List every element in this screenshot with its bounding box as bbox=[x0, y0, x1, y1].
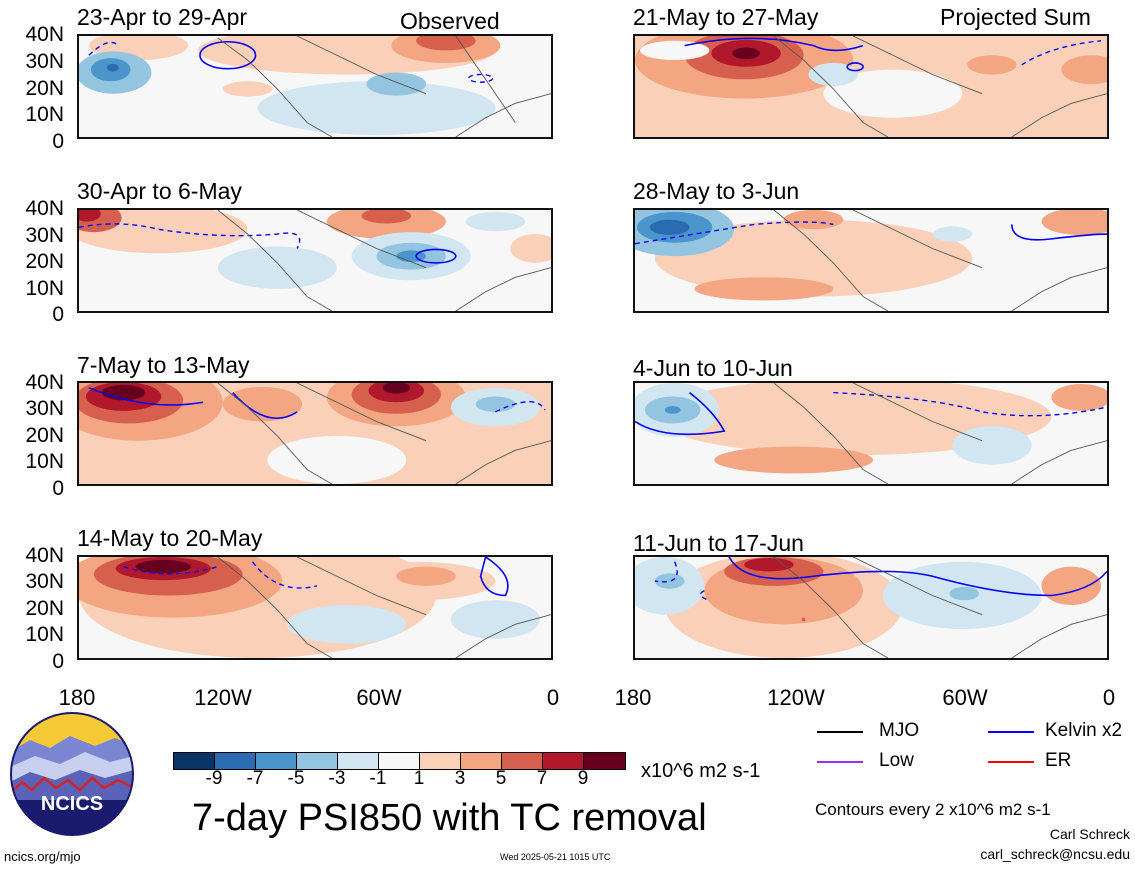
projected-sum-label: Projected Sum bbox=[940, 4, 1091, 30]
panel-title-2: 30-Apr to 6-May bbox=[77, 178, 242, 204]
panel-title-1: 23-Apr to 29-Apr bbox=[77, 4, 248, 30]
map-panel-observed-2 bbox=[77, 208, 553, 313]
colorbar-tick: 1 bbox=[413, 768, 425, 789]
lon-label: 60W bbox=[942, 685, 988, 710]
lat-label: 30N bbox=[25, 570, 64, 593]
colorbar-tick: 5 bbox=[495, 768, 507, 789]
author-email: carl_schreck@ncsu.edu bbox=[980, 846, 1130, 862]
lat-label: 30N bbox=[25, 224, 64, 247]
panel-title-5: 21-May to 27-May bbox=[633, 4, 819, 30]
author: Carl Schreck bbox=[1049, 826, 1130, 842]
lat-label: 30N bbox=[25, 397, 64, 420]
legend-line-low bbox=[817, 761, 863, 763]
colorbar-tick: -7 bbox=[246, 768, 264, 789]
lat-label: 10N bbox=[25, 103, 64, 126]
lat-label: 0 bbox=[52, 650, 64, 673]
panel-title-4: 14-May to 20-May bbox=[77, 525, 263, 551]
panel-title-3: 7-May to 13-May bbox=[77, 352, 250, 378]
legend-line-mjo bbox=[817, 731, 863, 733]
map-panel-projected-4 bbox=[633, 555, 1109, 660]
colorbar-tick: -1 bbox=[369, 768, 387, 789]
lat-label: 10N bbox=[25, 623, 64, 646]
lat-label: 20N bbox=[25, 424, 64, 447]
map-panel-observed-4 bbox=[77, 555, 553, 660]
lat-label: 10N bbox=[25, 277, 64, 300]
lon-label: 120W bbox=[767, 685, 825, 710]
lat-label: 40N bbox=[25, 544, 64, 567]
lon-label: 180 bbox=[614, 685, 652, 710]
colorbar-tick: -3 bbox=[328, 768, 346, 789]
colorbar-tick: 3 bbox=[454, 768, 466, 789]
lat-label: 30N bbox=[25, 50, 64, 73]
ncics-logo: NCICS bbox=[10, 712, 134, 836]
legend-line-er bbox=[988, 761, 1034, 763]
colorbar-tick: 9 bbox=[577, 768, 589, 789]
lon-label: 60W bbox=[356, 685, 402, 710]
contour-note: Contours every 2 x10^6 m2 s-1 bbox=[815, 800, 1051, 819]
panel-title-6: 28-May to 3-Jun bbox=[633, 178, 800, 204]
lat-label: 40N bbox=[25, 371, 64, 394]
colorbar-tick: -9 bbox=[205, 768, 223, 789]
figure-title: 7-day PSI850 with TC removal bbox=[192, 797, 707, 839]
source-url: ncics.org/mjo bbox=[4, 849, 81, 864]
colorbar-box bbox=[583, 752, 626, 770]
map-panel-observed-3 bbox=[77, 381, 553, 486]
panel-title-7: 4-Jun to 10-Jun bbox=[633, 355, 793, 381]
lat-label: 20N bbox=[25, 77, 64, 100]
logo-text: NCICS bbox=[41, 793, 103, 815]
lon-label: 0 bbox=[1102, 685, 1116, 710]
legend-label-er: ER bbox=[1045, 750, 1072, 771]
legend-label-mjo: MJO bbox=[879, 720, 920, 741]
lon-label: 180 bbox=[58, 685, 96, 710]
lat-label: 20N bbox=[25, 250, 64, 273]
lat-label: 40N bbox=[25, 197, 64, 220]
panel-title-8: 11-Jun to 17-Jun bbox=[633, 530, 804, 556]
colorbar-tick: 7 bbox=[536, 768, 548, 789]
lat-label: 0 bbox=[52, 303, 64, 326]
map-panel-observed-1 bbox=[77, 34, 553, 139]
colorbar-units: x10^6 m2 s-1 bbox=[641, 760, 761, 782]
timestamp: Wed 2025-05-21 1015 UTC bbox=[500, 852, 611, 862]
legend-label-low: Low bbox=[879, 750, 914, 771]
observed-label: Observed bbox=[400, 8, 500, 34]
lat-label: 20N bbox=[25, 597, 64, 620]
lat-label: 0 bbox=[52, 130, 64, 153]
legend-label-kelvin: Kelvin x2 bbox=[1045, 720, 1123, 741]
map-panel-projected-3 bbox=[633, 381, 1109, 486]
lon-label: 0 bbox=[546, 685, 560, 710]
lat-label: 10N bbox=[25, 450, 64, 473]
map-panel-projected-2 bbox=[633, 208, 1109, 313]
lat-label: 40N bbox=[25, 23, 64, 46]
legend-line-kelvin bbox=[988, 731, 1034, 733]
lon-label: 120W bbox=[194, 685, 252, 710]
map-panel-projected-1 bbox=[633, 34, 1109, 139]
colorbar-tick: -5 bbox=[287, 768, 305, 789]
lat-label: 0 bbox=[52, 477, 64, 500]
